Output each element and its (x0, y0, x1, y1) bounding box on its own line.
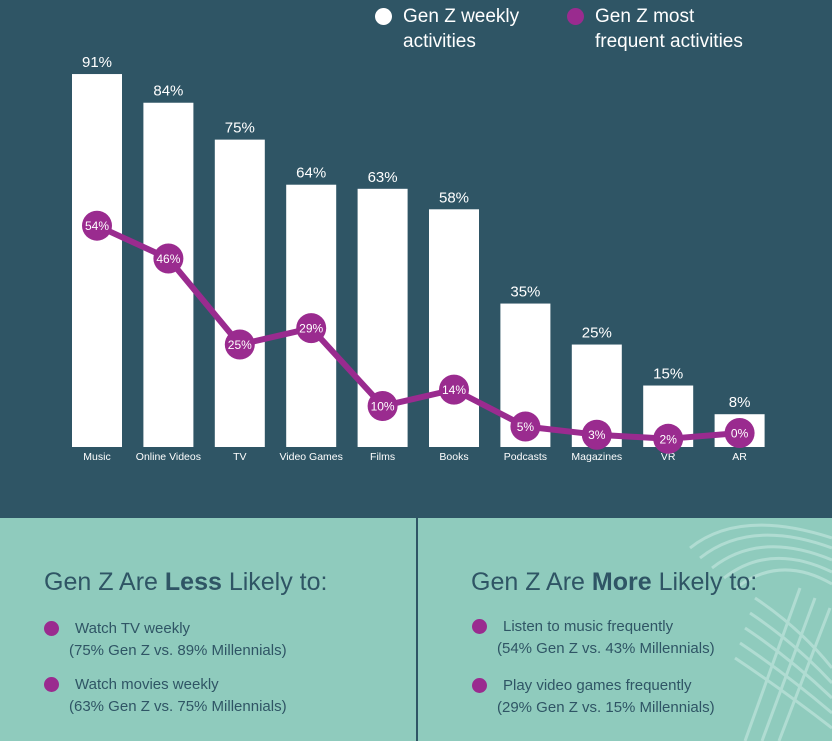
x-tick-label: Films (370, 451, 395, 463)
bar-value-label: 91% (82, 54, 112, 71)
purple-bullet-icon (44, 621, 59, 636)
purple-bullet-icon (472, 619, 487, 634)
white-circle-icon (375, 8, 392, 25)
x-tick-label: Online Videos (136, 451, 201, 463)
x-tick-label: Video Games (279, 451, 342, 463)
line-point-label: 29% (299, 322, 323, 336)
line-point (510, 411, 541, 442)
x-tick-label: Books (439, 451, 468, 463)
bar-value-label: 63% (368, 169, 398, 186)
line-point-label: 10% (371, 400, 395, 414)
bar-value-label: 25% (582, 325, 612, 342)
line-point-label: 46% (156, 252, 180, 266)
x-tick-label: Music (83, 451, 110, 463)
x-tick-label: Magazines (571, 451, 622, 463)
line-point (153, 243, 184, 274)
panel-divider (416, 518, 418, 741)
line-point (82, 210, 112, 241)
purple-circle-icon (567, 8, 584, 25)
purple-bullet-icon (44, 677, 59, 692)
x-tick-label: Podcasts (504, 451, 547, 463)
line-point (724, 418, 755, 448)
frequent-activities-line (95, 222, 740, 442)
line-point (439, 374, 469, 405)
bar (143, 102, 194, 447)
comparison-panel: Gen Z Are Less Likely to: Watch TV weekl… (0, 518, 832, 741)
fingerprint-decoration (689, 523, 832, 741)
bar-value-label: 84% (153, 83, 183, 100)
bar-value-label: 58% (439, 189, 469, 206)
line-point (581, 419, 612, 450)
bar (429, 209, 479, 447)
line-point (367, 391, 398, 422)
purple-bullet-icon (472, 678, 487, 693)
bar (72, 74, 122, 447)
bar-value-label: 8% (729, 394, 751, 411)
line-point-label: 2% (660, 432, 678, 446)
bar-value-label: 15% (653, 366, 683, 383)
line-point (296, 313, 327, 344)
bar-value-label: 75% (225, 120, 255, 137)
more-likely-title: Gen Z Are More Likely to: (471, 568, 758, 596)
line-point (653, 423, 684, 454)
x-tick-label: AR (732, 451, 747, 463)
less-likely-title: Gen Z Are Less Likely to: (44, 568, 328, 596)
line-point-label: 14% (442, 383, 466, 397)
line-point-label: 5% (517, 420, 535, 434)
line-point-label: 54% (85, 219, 109, 233)
x-tick-label: VR (661, 451, 676, 463)
legend-weekly-label: Gen Z weekly activities (403, 6, 520, 52)
legend-frequent-label: Gen Z most frequent activities (595, 6, 743, 52)
x-tick-label: TV (233, 451, 246, 463)
chart-panel: 91% Music 84% Online Videos 75% TV 64% Video Ga… (72, 6, 765, 463)
bar (214, 139, 265, 447)
line-point-label: 3% (588, 428, 606, 442)
bar-value-label: 35% (510, 284, 540, 301)
line-point-label: 25% (228, 338, 252, 352)
line-point-label: 0% (731, 427, 749, 441)
bar-value-label: 64% (296, 165, 326, 182)
line-point (224, 329, 255, 360)
chart-plot: 91% Music 84% Online Videos 75% TV 64% Video Ga… (72, 54, 765, 463)
